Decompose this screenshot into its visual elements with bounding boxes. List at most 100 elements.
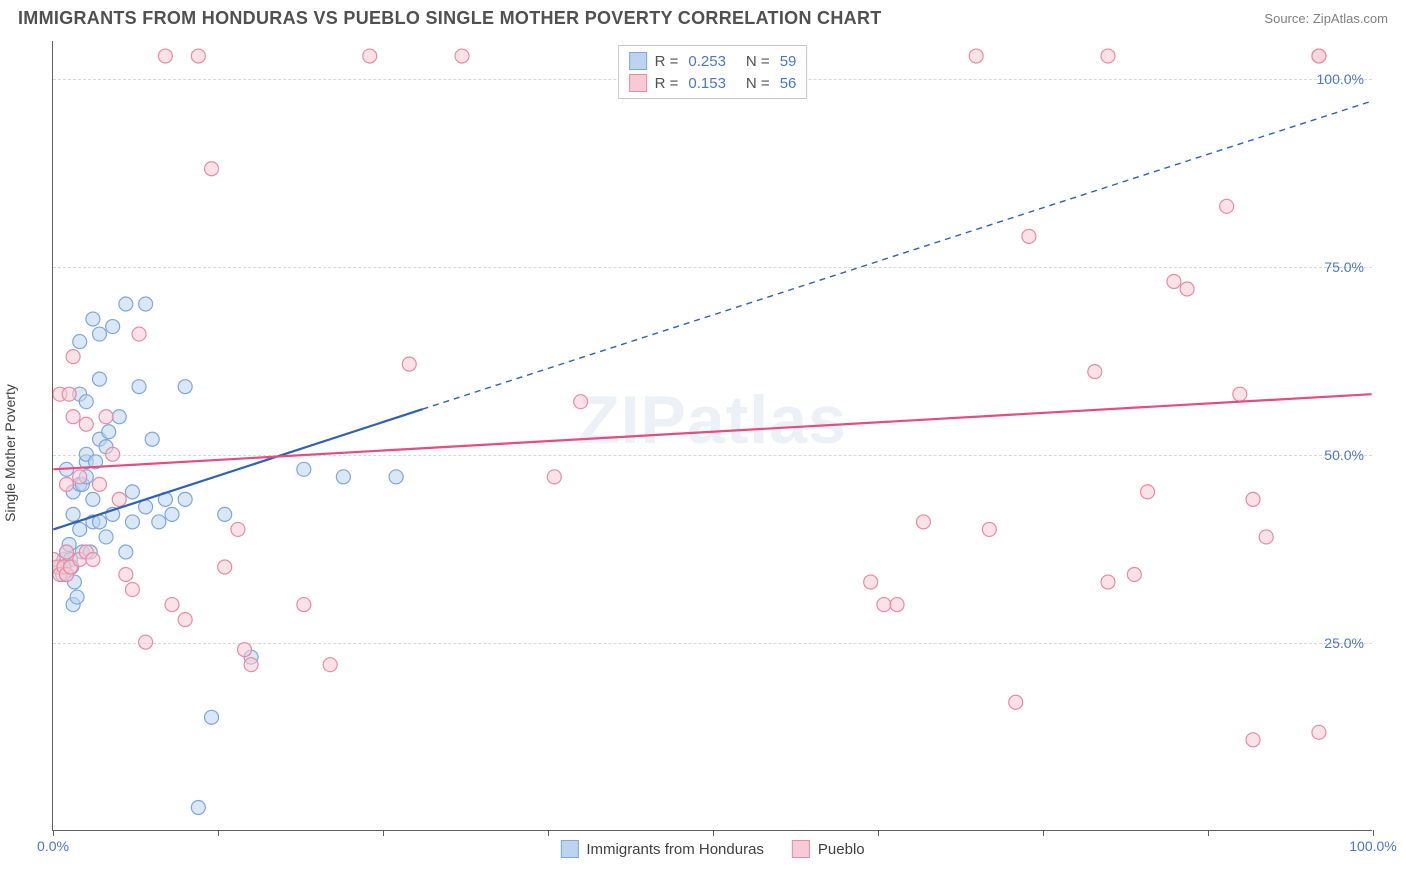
data-point (86, 312, 100, 326)
legend-label: Pueblo (818, 841, 865, 858)
data-point (73, 387, 87, 401)
data-point (1312, 49, 1326, 63)
trend-line (53, 394, 1371, 469)
data-point (53, 560, 64, 574)
x-tick-mark (383, 830, 384, 836)
data-point (982, 522, 996, 536)
data-point (1233, 387, 1247, 401)
data-point (83, 545, 97, 559)
x-tick-mark (1043, 830, 1044, 836)
data-point (79, 395, 93, 409)
data-point (112, 492, 126, 506)
data-point (336, 470, 350, 484)
data-point (231, 522, 245, 536)
data-point (119, 297, 133, 311)
data-point (86, 515, 100, 529)
data-point (1167, 274, 1181, 288)
data-point (106, 507, 120, 521)
data-point (178, 380, 192, 394)
data-point (205, 162, 219, 176)
data-point (574, 395, 588, 409)
data-point (79, 545, 93, 559)
data-point (1220, 199, 1234, 213)
data-point (969, 49, 983, 63)
data-point (73, 522, 87, 536)
chart-source: Source: ZipAtlas.com (1264, 11, 1388, 26)
gridline (53, 267, 1372, 268)
data-point (238, 643, 252, 657)
source-value: ZipAtlas.com (1313, 11, 1388, 26)
data-point (890, 598, 904, 612)
data-point (60, 545, 74, 559)
x-tick-mark (1373, 830, 1374, 836)
data-point (191, 49, 205, 63)
legend-r-value: 0.153 (688, 75, 726, 92)
data-point (92, 432, 106, 446)
y-tick-label: 100.0% (1317, 71, 1364, 87)
data-point (877, 598, 891, 612)
data-point (125, 515, 139, 529)
data-point (297, 598, 311, 612)
data-point (1101, 575, 1115, 589)
legend-n-value: 59 (780, 53, 797, 70)
legend-swatch (560, 840, 578, 858)
y-axis-label: Single Mother Poverty (2, 384, 18, 522)
legend-swatch (629, 52, 647, 70)
data-point (66, 507, 80, 521)
data-point (67, 575, 81, 589)
data-point (389, 470, 403, 484)
data-point (178, 492, 192, 506)
data-point (99, 530, 113, 544)
data-point (60, 462, 74, 476)
data-point (125, 485, 139, 499)
legend-n-value: 56 (780, 75, 797, 92)
chart-header: IMMIGRANTS FROM HONDURAS VS PUEBLO SINGL… (0, 0, 1406, 33)
plot-region: ZIPatlas R =0.253N =59R =0.153N =56 Immi… (52, 41, 1372, 831)
data-point (75, 545, 89, 559)
legend-item: Pueblo (792, 840, 865, 858)
data-point (66, 598, 80, 612)
data-point (158, 492, 172, 506)
data-point (1312, 725, 1326, 739)
data-point (106, 320, 120, 334)
data-point (65, 560, 79, 574)
data-point (1246, 733, 1260, 747)
data-point (139, 297, 153, 311)
data-point (92, 477, 106, 491)
data-point (63, 552, 77, 566)
legend-r-value: 0.253 (688, 53, 726, 70)
x-tick-mark (218, 830, 219, 836)
data-point (66, 485, 80, 499)
data-point (119, 545, 133, 559)
data-point (60, 568, 74, 582)
data-point (402, 357, 416, 371)
data-point (363, 49, 377, 63)
data-point (62, 387, 76, 401)
data-point (73, 335, 87, 349)
data-point (99, 410, 113, 424)
data-point (60, 568, 74, 582)
data-point (178, 613, 192, 627)
data-point (1259, 530, 1273, 544)
data-point (112, 410, 126, 424)
gridline (53, 455, 1372, 456)
data-point (145, 432, 159, 446)
data-point (73, 552, 87, 566)
legend-stat-row: R =0.153N =56 (629, 72, 797, 94)
source-label: Source: (1264, 11, 1309, 26)
data-point (56, 568, 70, 582)
legend-stat-row: R =0.253N =59 (629, 50, 797, 72)
data-point (132, 327, 146, 341)
data-point (916, 515, 930, 529)
data-point (297, 462, 311, 476)
data-point (139, 500, 153, 514)
data-point (89, 455, 103, 469)
legend-bottom: Immigrants from HondurasPueblo (560, 840, 864, 858)
data-point (218, 507, 232, 521)
data-point (66, 350, 80, 364)
data-point (125, 583, 139, 597)
data-point (92, 515, 106, 529)
data-point (1101, 49, 1115, 63)
data-point (75, 477, 89, 491)
data-point (244, 650, 258, 664)
